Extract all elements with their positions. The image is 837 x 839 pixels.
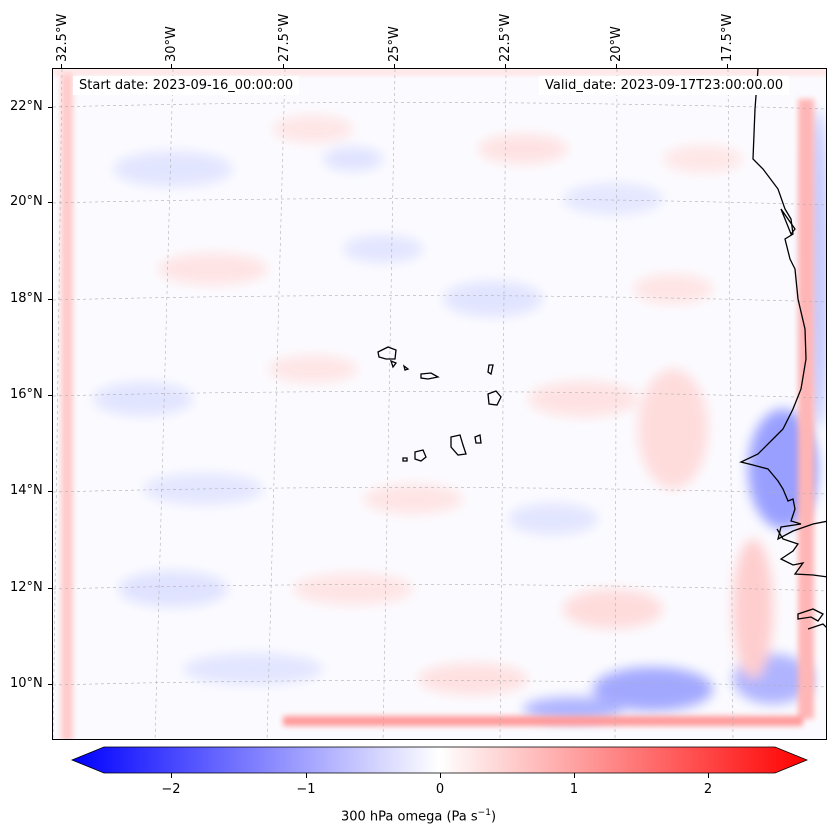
lon-tick [61,64,62,68]
colorbar-label-2: 2 [703,782,713,797]
colorbar [70,746,809,774]
lon-label-20w: 20°W [609,26,624,62]
lat-label-18n: 18°N [10,291,43,306]
lat-tick [48,107,52,108]
lon-tick [283,64,284,68]
colorbar-title-text: 300 hPa omega (Pa s [340,809,478,825]
omega-field [53,69,826,739]
lon-tick [505,64,506,68]
lon-tick [171,64,172,68]
lat-tick [48,202,52,203]
lon-tick [394,64,395,68]
colorbar-title: 300 hPa omega (Pa s−1) [0,808,837,824]
colorbar-title-exponent: −1 [477,808,491,818]
lon-label-30w: 30°W [164,26,179,62]
lon-tick [616,64,617,68]
lon-label-25w: 25°W [387,26,402,62]
lon-label-17-5w: 17.5°W [720,13,735,62]
valid-date-label: Valid_date: 2023-09-17T23:00:00.00 [539,76,790,95]
lat-label-14n: 14°N [10,483,43,498]
colorbar-tick [708,773,709,778]
lon-label-32-5w: 32.5°W [55,13,70,62]
lat-label-16n: 16°N [10,387,43,402]
colorbar-label-neg1: −1 [296,782,316,797]
lon-tick [727,64,728,68]
lat-label-20n: 20°N [10,194,43,209]
colorbar-label-0: 0 [435,782,445,797]
lat-tick [48,299,52,300]
lat-label-22n: 22°N [10,99,43,114]
lat-label-10n: 10°N [10,676,43,691]
colorbar-title-suffix: ) [490,809,497,825]
colorbar-tick [574,773,575,778]
start-date-label: Start date: 2023-09-16_00:00:00 [73,76,300,95]
lat-tick [48,588,52,589]
lat-tick [48,684,52,685]
colorbar-label-neg2: −2 [161,782,181,797]
lon-label-27-5w: 27.5°W [277,13,292,62]
lat-tick [48,395,52,396]
colorbar-tick [306,773,307,778]
map-panel[interactable] [52,68,827,740]
lon-label-22-5w: 22.5°W [498,13,513,62]
lat-tick [48,491,52,492]
colorbar-label-1: 1 [569,782,579,797]
colorbar-tick [171,773,172,778]
lat-label-12n: 12°N [10,580,43,595]
colorbar-tick [440,773,441,778]
